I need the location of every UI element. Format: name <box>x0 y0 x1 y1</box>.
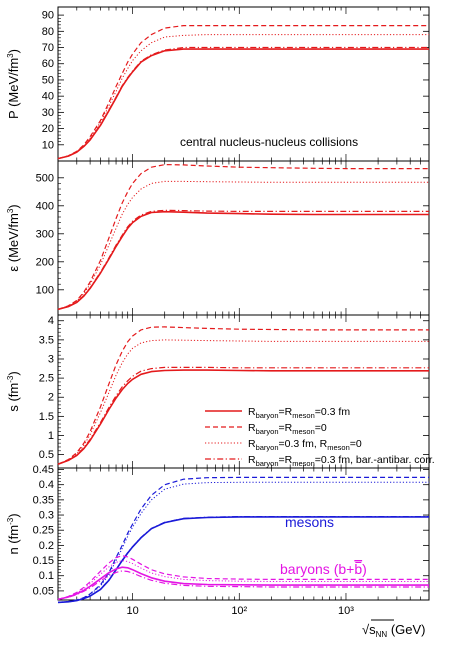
series-line-dashed <box>57 164 429 310</box>
legend-label: Rbaryon=Rmeson=0 <box>248 422 327 436</box>
x-tick-label: 10 <box>126 605 138 617</box>
y-tick-label: 400 <box>36 200 54 212</box>
y-axis-label: P (MeV/fm3) <box>6 49 21 119</box>
series-line-baryons-dotted <box>57 560 429 600</box>
series-line-dashdot <box>57 366 429 465</box>
y-tick-label: 80 <box>42 26 54 38</box>
series-line-dashed <box>57 25 429 160</box>
legend-label: Rbaryon=Rmeson=0.3 fm <box>248 406 350 420</box>
y-tick-label: 10 <box>42 139 54 151</box>
plot-frame <box>57 467 430 601</box>
x-tick-label: 10² <box>231 605 247 617</box>
y-tick-label: 0.3 <box>39 510 54 522</box>
series-line-baryons-dashdot <box>57 570 429 600</box>
plot-frame <box>57 314 430 469</box>
y-tick-label: 100 <box>36 284 54 296</box>
series-line-mesons-dashed <box>57 476 429 603</box>
series-line-dotted <box>57 339 429 465</box>
annotation-baryons: baryons (b+b) <box>280 561 367 577</box>
series-line-mesons-solid <box>57 516 429 604</box>
panel-number-density: 0.05 0.1 0.15 0.2 0.25 0.3 0.35 0.4 0.45 n (fm-3)… <box>6 464 430 604</box>
panel-pressure: 10 20 30 40 50 60 70 80 90 P (MeV/fm3) central nuc… <box>6 6 430 162</box>
legend-label: Rbaryon=Rmeson=0.3 fm, bar.-antibar. cor… <box>248 454 435 468</box>
series-line-mesons-dotted <box>57 481 429 603</box>
y-tick-label: 70 <box>42 42 54 54</box>
y-tick-label: 0.45 <box>33 464 54 476</box>
annotation-text: central nucleus-nucleus collisions <box>180 135 358 149</box>
y-tick-label: 2.5 <box>39 373 54 385</box>
y-tick-label: 0.15 <box>33 555 54 567</box>
y-axis-label: n (fm-3) <box>6 513 21 554</box>
y-tick-label: 3.5 <box>39 334 54 346</box>
series-line-solid <box>57 369 429 465</box>
y-tick-label: 60 <box>42 58 54 70</box>
y-tick-label: 0.1 <box>39 570 54 582</box>
y-tick-label: 1.5 <box>39 411 54 423</box>
panel-energy-density: 100 200 300 400 500 ε (MeV/fm3) <box>6 160 430 316</box>
x-axis-label: √sNN (GeV) <box>362 622 426 639</box>
y-tick-label: 300 <box>36 228 54 240</box>
y-tick-label: 3 <box>48 353 54 365</box>
series-line-mesons-dashdot <box>57 516 429 603</box>
y-tick-label: 4 <box>48 315 54 327</box>
y-axis-label: ε (MeV/fm3) <box>6 204 21 271</box>
plot-frame <box>57 160 430 316</box>
y-tick-label: 50 <box>42 74 54 86</box>
series-line-dashdot <box>57 209 429 310</box>
y-tick-label: 0.35 <box>33 494 54 506</box>
legend-label: Rbaryon=0.3 fm, Rmeson=0 <box>248 438 362 452</box>
y-tick-label: 0.5 <box>39 449 54 461</box>
y-tick-label: 90 <box>42 10 54 22</box>
y-axis-label: s (fm-3) <box>6 371 21 411</box>
series-line-solid <box>57 210 429 311</box>
y-tick-label: 30 <box>42 107 54 119</box>
annotation-mesons: mesons <box>285 514 334 530</box>
series-line-dotted <box>57 180 429 310</box>
series-line-dashdot <box>57 46 429 160</box>
y-tick-label: 0.05 <box>33 585 54 597</box>
series-line-baryons-solid <box>57 566 429 601</box>
panel-entropy-density: 0.5 1 1.5 2 2.5 3 3.5 4 s (fm-3) Rbaryon=Rmeson=0… <box>6 314 435 469</box>
legend: Rbaryon=Rmeson=0.3 fm Rbaryon=Rmeson=0 Rba… <box>205 406 435 468</box>
y-tick-label: 0.25 <box>33 525 54 537</box>
series-line-dashed <box>57 326 429 465</box>
y-tick-label: 200 <box>36 256 54 268</box>
y-tick-label: 40 <box>42 91 54 103</box>
y-tick-label: 500 <box>36 172 54 184</box>
y-tick-label: 1 <box>48 430 54 442</box>
series-line-baryons-dashed <box>57 555 429 600</box>
x-tick-label: 10³ <box>338 605 354 617</box>
y-tick-label: 0.4 <box>39 479 54 491</box>
y-tick-label: 20 <box>42 123 54 135</box>
y-tick-label: 0.2 <box>39 540 54 552</box>
y-tick-label: 2 <box>48 392 54 404</box>
